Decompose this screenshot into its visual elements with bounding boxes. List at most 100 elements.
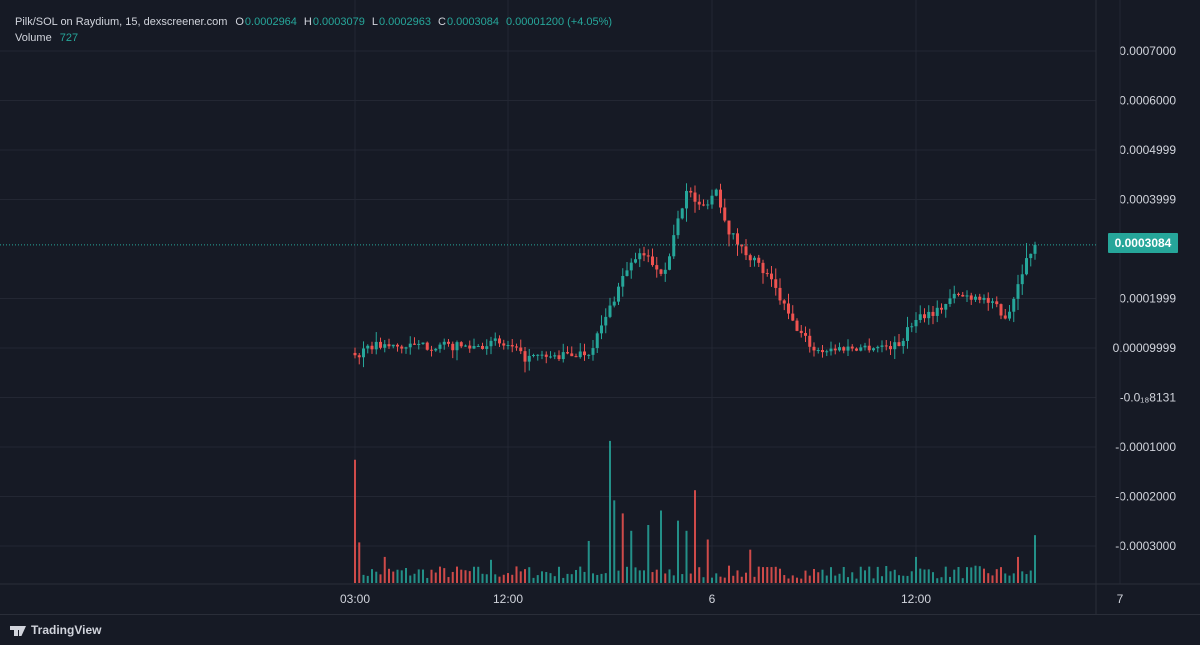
volume-bar <box>838 573 841 583</box>
volume-bar <box>978 566 981 583</box>
volume-bar <box>379 574 382 583</box>
candle-body <box>910 326 914 328</box>
candle-body <box>621 275 625 287</box>
volume-bar <box>936 578 939 583</box>
volume-bar <box>949 576 951 583</box>
candle-body <box>918 314 922 320</box>
volume-bar <box>434 572 437 583</box>
candle-body <box>391 344 395 347</box>
volume-bar <box>749 549 752 583</box>
candle-body <box>1033 244 1037 254</box>
candle-body <box>816 350 820 352</box>
change-value: 0.00001200 (+4.05%) <box>505 16 613 28</box>
volume-bar <box>587 540 590 583</box>
candle-body <box>370 345 374 350</box>
volume-bar <box>524 569 526 583</box>
volume-bar <box>1034 535 1036 583</box>
volume-bar <box>787 578 790 583</box>
candle-body <box>442 341 446 345</box>
candle-body <box>995 301 999 305</box>
volume-bar <box>388 568 390 583</box>
candle-body <box>719 189 722 208</box>
volume-bar <box>923 569 926 583</box>
candle-body <box>455 342 459 351</box>
candle-body <box>659 269 663 274</box>
candle-body <box>748 255 752 261</box>
candle-body <box>1025 258 1028 275</box>
volume-bar <box>570 574 573 583</box>
candle-body <box>880 345 884 347</box>
candle-body <box>808 335 812 347</box>
volume-bar <box>553 576 556 583</box>
volume-bar <box>426 577 429 583</box>
volume-bar <box>456 566 458 583</box>
volume-bar <box>626 566 628 583</box>
candle-body <box>753 257 756 261</box>
candle-body <box>646 255 650 257</box>
volume-bar <box>604 573 607 583</box>
candle-body <box>417 343 421 345</box>
volume-bar <box>1000 567 1002 583</box>
volume-bar <box>422 569 424 583</box>
candle-body <box>396 344 399 347</box>
candle-body <box>855 348 858 351</box>
volume-bar <box>779 568 781 583</box>
volume-bar <box>634 567 637 583</box>
volume-bar <box>970 567 973 583</box>
candle-body <box>489 340 493 347</box>
candle-body <box>714 189 718 196</box>
volume-bar <box>906 575 909 583</box>
symbol-title[interactable]: Pilk/SOL on Raydium, 15, dexscreener.com <box>15 16 228 28</box>
candle-body <box>940 307 943 310</box>
candle-body <box>706 204 710 206</box>
candle-body <box>778 287 782 301</box>
candle-body <box>459 342 463 347</box>
chart-canvas[interactable]: 0.0007000 0.0006000 0.0004999 0.0003999 0.00… <box>0 0 1200 614</box>
volume-bar <box>885 566 888 583</box>
candle-body <box>553 355 557 357</box>
candle-body <box>799 330 803 334</box>
volume-bar <box>664 573 667 583</box>
legend-ohlc-row: Pilk/SOL on Raydium, 15, dexscreener.com… <box>15 14 619 30</box>
volume-bar <box>723 577 726 583</box>
volume-bar <box>842 566 845 583</box>
candle-body <box>468 345 472 349</box>
volume-bar <box>851 572 854 583</box>
volume-bar <box>915 556 917 583</box>
candle-body <box>400 346 404 349</box>
x-tick-label: 12:00 <box>901 592 931 606</box>
candle-body <box>1020 274 1024 285</box>
candle-body <box>770 273 773 280</box>
candle-body <box>952 293 956 299</box>
candle-body <box>982 297 986 300</box>
y-tick-label: 0.00009999 <box>1113 341 1177 355</box>
volume-bar <box>647 525 650 583</box>
volume-bar <box>732 575 735 583</box>
volume-bar <box>1017 556 1019 583</box>
volume-bar <box>366 575 369 583</box>
candle-body <box>829 348 833 352</box>
tradingview-logo[interactable]: TradingView <box>10 623 101 637</box>
candle-body <box>961 294 965 297</box>
volume-bar <box>447 577 450 583</box>
y-tick-label: 0.0001999 <box>1119 292 1176 306</box>
close-label: C <box>438 16 446 28</box>
y-tick-label: 0.0004999 <box>1119 143 1176 157</box>
candle-body <box>906 327 909 341</box>
volume-bar <box>430 569 433 583</box>
candle-body <box>731 233 735 235</box>
open-label: O <box>235 16 244 28</box>
candle-body <box>935 307 939 316</box>
volume-bar <box>804 570 807 583</box>
candle-body <box>842 347 846 351</box>
candle-body <box>421 342 425 344</box>
volume-value: 727 <box>59 32 79 44</box>
volume-bar <box>655 569 658 583</box>
volume-bar <box>396 569 399 583</box>
candle-body <box>561 352 565 360</box>
candle-body <box>663 269 667 274</box>
candle-body <box>447 341 450 344</box>
candle-body <box>425 342 429 350</box>
volume-bar <box>711 577 713 583</box>
